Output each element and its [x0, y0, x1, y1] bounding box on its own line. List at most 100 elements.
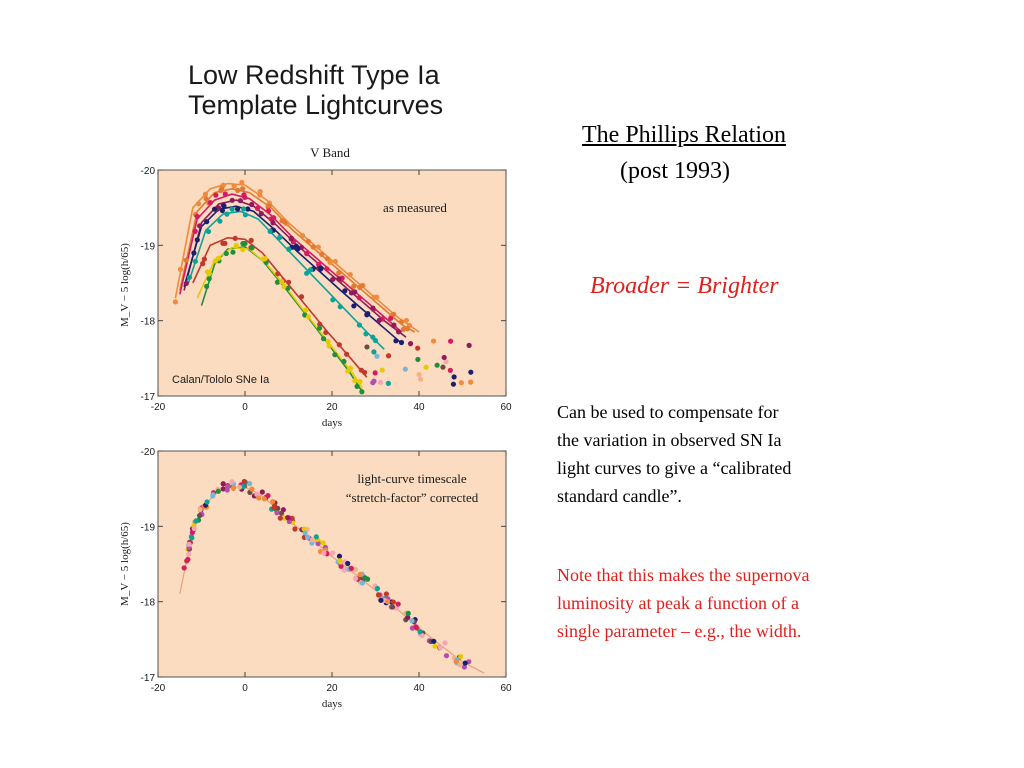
top-data-point [319, 251, 325, 257]
bottom-data-point [321, 550, 327, 556]
bottom-data-point [375, 592, 382, 598]
top-data-point [417, 376, 424, 382]
top-data-point [316, 325, 323, 331]
top-data-point [377, 379, 384, 385]
slide-heading: The Phillips Relation [582, 122, 786, 148]
bottom-data-point [215, 488, 221, 494]
explanation-line: light curves to give a “calibrated [557, 458, 792, 478]
top-data-point [177, 266, 184, 272]
top-data-point [194, 213, 200, 220]
top-data-point [324, 266, 330, 272]
slide-subheading: (post 1993) [620, 158, 730, 184]
bottom-data-point [432, 643, 438, 649]
top-x-tick-label: 0 [242, 402, 248, 413]
bottom-data-point [220, 486, 226, 492]
top-data-point [241, 192, 247, 198]
explanation-paragraph: Can be used to compensate for the variat… [557, 398, 897, 510]
top-data-point [242, 212, 248, 218]
top-data-point [222, 240, 228, 246]
bottom-data-point [417, 629, 423, 635]
top-series-line [200, 245, 364, 393]
top-data-point [351, 283, 357, 289]
top-data-point [324, 256, 330, 262]
top-data-point [326, 343, 332, 349]
top-data-point [204, 219, 210, 225]
top-data-point [374, 353, 380, 359]
top-data-point [336, 270, 342, 276]
top-data-point [203, 196, 209, 202]
bottom-points-group [181, 478, 472, 670]
top-data-point [274, 279, 281, 285]
bottom-data-point [229, 479, 235, 485]
top-data-point [393, 338, 399, 344]
bottom-y-tick-label: -18 [141, 598, 156, 609]
top-x-tick-label: 60 [500, 402, 512, 413]
top-y-tick-label: -17 [141, 392, 156, 403]
bottom-data-point [196, 512, 203, 519]
top-data-point [416, 371, 422, 378]
top-data-point [371, 349, 377, 355]
bottom-data-point [265, 492, 271, 499]
top-data-point [352, 378, 358, 384]
bottom-y-axis-label: M_V − 5 log(h/65) [119, 522, 131, 606]
bottom-x-tick-label: -20 [151, 683, 166, 694]
top-data-point [404, 326, 411, 332]
top-data-point [237, 198, 243, 204]
top-data-point [275, 271, 281, 277]
note-line: Note that this makes the supernova [557, 565, 810, 585]
top-data-point [468, 379, 474, 385]
bottom-data-point [309, 537, 316, 543]
top-data-point [318, 265, 324, 271]
top-data-point [239, 179, 245, 186]
top-data-point [385, 380, 391, 386]
top-data-point [348, 365, 354, 371]
bottom-data-point [193, 518, 199, 524]
top-data-point [192, 228, 198, 234]
bottom-data-point [230, 485, 237, 491]
bottom-data-point [240, 483, 247, 489]
top-data-point [183, 257, 189, 263]
top-data-point [204, 269, 211, 275]
top-data-point [332, 352, 338, 358]
bottom-data-point [249, 486, 255, 492]
top-y-axis-label: M_V − 5 log(h/65) [119, 243, 131, 327]
bottom-annotation-line-2: “stretch-factor” corrected [346, 490, 479, 505]
bottom-x-tick-label: 20 [326, 683, 338, 694]
bottom-data-point [191, 525, 197, 532]
explanation-line: Can be used to compensate for [557, 402, 779, 422]
top-data-point [342, 288, 348, 294]
bottom-chart: -20 0 20 40 60 -20 -19 -18 -17 light-curve times… [119, 447, 512, 710]
top-data-point [332, 258, 338, 265]
top-data-point [267, 228, 273, 234]
top-data-point [423, 364, 429, 370]
bottom-data-point [405, 614, 411, 621]
top-data-point [363, 331, 369, 337]
top-data-point [336, 342, 342, 348]
bottom-axes: -20 0 20 40 60 -20 -19 -18 -17 [141, 447, 512, 694]
bottom-data-point [313, 534, 319, 540]
top-data-point [240, 186, 246, 192]
top-data-point [468, 369, 474, 375]
bottom-data-point [409, 618, 415, 624]
top-data-point [351, 303, 357, 309]
top-data-point [344, 351, 350, 357]
bottom-x-tick-label: 60 [500, 683, 512, 694]
top-y-tick-label: -18 [141, 317, 156, 328]
top-data-point [402, 366, 408, 372]
top-data-point [235, 206, 241, 212]
bottom-x-tick-label: 0 [242, 683, 248, 694]
top-data-point [295, 246, 301, 252]
top-data-point [262, 256, 268, 262]
top-data-point [285, 285, 291, 291]
top-data-point [240, 247, 246, 253]
top-data-point [323, 329, 329, 336]
top-data-point [235, 187, 241, 193]
top-data-point [229, 206, 235, 212]
top-data-point [358, 367, 364, 373]
top-data-point [230, 249, 236, 255]
top-data-point [337, 304, 343, 310]
top-data-point [357, 378, 363, 385]
top-data-point [325, 338, 331, 345]
top-data-point [194, 237, 200, 243]
